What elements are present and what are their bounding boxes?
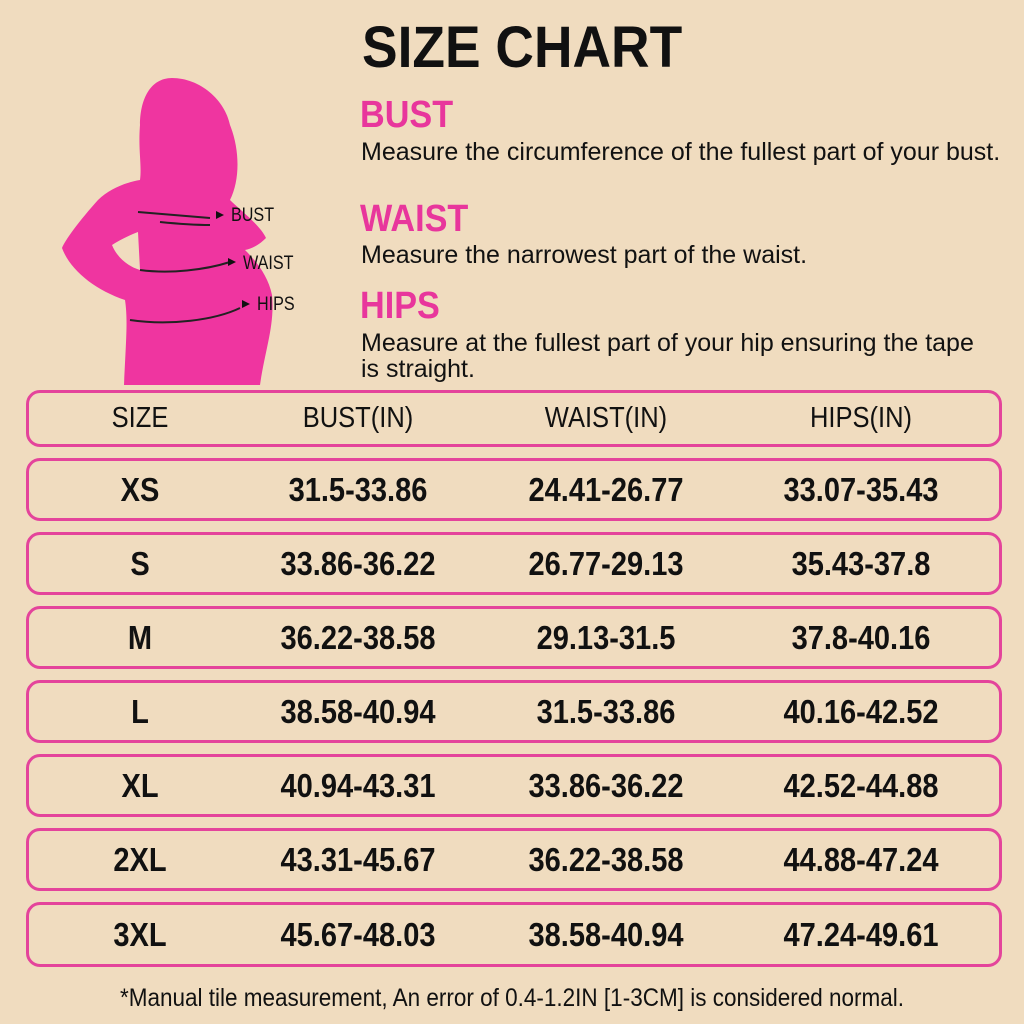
column-header: HIPS(IN) [809,402,913,434]
table-cell: S [130,544,150,582]
table-cell: 47.24-49.61 [783,915,939,953]
table-cell: 42.52-44.88 [783,766,939,804]
table-cell: 40.16-42.52 [783,692,939,730]
hips-description: Measure at the fullest part of your hip … [361,329,974,383]
table-cell: 43.31-45.67 [280,840,436,878]
table-cell: 40.94-43.31 [280,766,436,804]
column-header: SIZE [111,402,169,434]
table-cell: 36.22-38.58 [528,840,684,878]
table-cell: 33.86-36.22 [528,766,684,804]
table-cell: 24.41-26.77 [528,470,684,508]
table-cell: 38.58-40.94 [528,915,684,953]
table-cell: 35.43-37.8 [791,544,931,582]
table-row: XS 31.5-33.86 24.41-26.77 33.07-35.43 [26,458,1002,521]
table-row: 2XL 43.31-45.67 36.22-38.58 44.88-47.24 [26,828,1002,891]
table-header-row: SIZE BUST(IN) WAIST(IN) HIPS(IN) [26,390,1002,447]
page-title: SIZE CHART [362,15,683,80]
measurement-note: *Manual tile measurement, An error of 0.… [119,984,905,1012]
table-cell: 44.88-47.24 [783,840,939,878]
table-row: 3XL 45.67-48.03 38.58-40.94 47.24-49.61 [26,902,1002,967]
table-cell: L [131,692,149,730]
hips-heading: HIPS [360,285,440,327]
table-cell: 3XL [113,915,167,953]
waist-heading: WAIST [360,198,469,240]
table-cell: XS [120,470,160,508]
table-cell: 38.58-40.94 [280,692,436,730]
table-cell: 26.77-29.13 [528,544,684,582]
table-cell: 31.5-33.86 [288,470,428,508]
bust-description: Measure the circumference of the fullest… [361,138,1001,166]
table-cell: M [127,618,153,656]
body-figure: BUST WAIST HIPS [40,70,340,390]
figure-label-waist: WAIST [243,253,294,274]
column-header: WAIST(IN) [544,402,668,434]
table-cell: 2XL [113,840,167,878]
table-cell: XL [121,766,159,804]
figure-label-hips: HIPS [257,294,295,315]
bust-heading: BUST [360,94,454,136]
table-row: XL 40.94-43.31 33.86-36.22 42.52-44.88 [26,754,1002,817]
column-header: BUST(IN) [302,402,414,434]
figure-label-bust: BUST [231,205,275,226]
table-cell: 36.22-38.58 [280,618,436,656]
table-cell: 29.13-31.5 [536,618,676,656]
waist-description: Measure the narrowest part of the waist. [361,241,808,269]
table-row: L 38.58-40.94 31.5-33.86 40.16-42.52 [26,680,1002,743]
table-cell: 37.8-40.16 [791,618,931,656]
table-cell: 31.5-33.86 [536,692,676,730]
table-cell: 33.07-35.43 [783,470,939,508]
table-row: M 36.22-38.58 29.13-31.5 37.8-40.16 [26,606,1002,669]
table-cell: 33.86-36.22 [280,544,436,582]
table-cell: 45.67-48.03 [280,915,436,953]
table-row: S 33.86-36.22 26.77-29.13 35.43-37.8 [26,532,1002,595]
woman-silhouette-icon [62,78,273,385]
